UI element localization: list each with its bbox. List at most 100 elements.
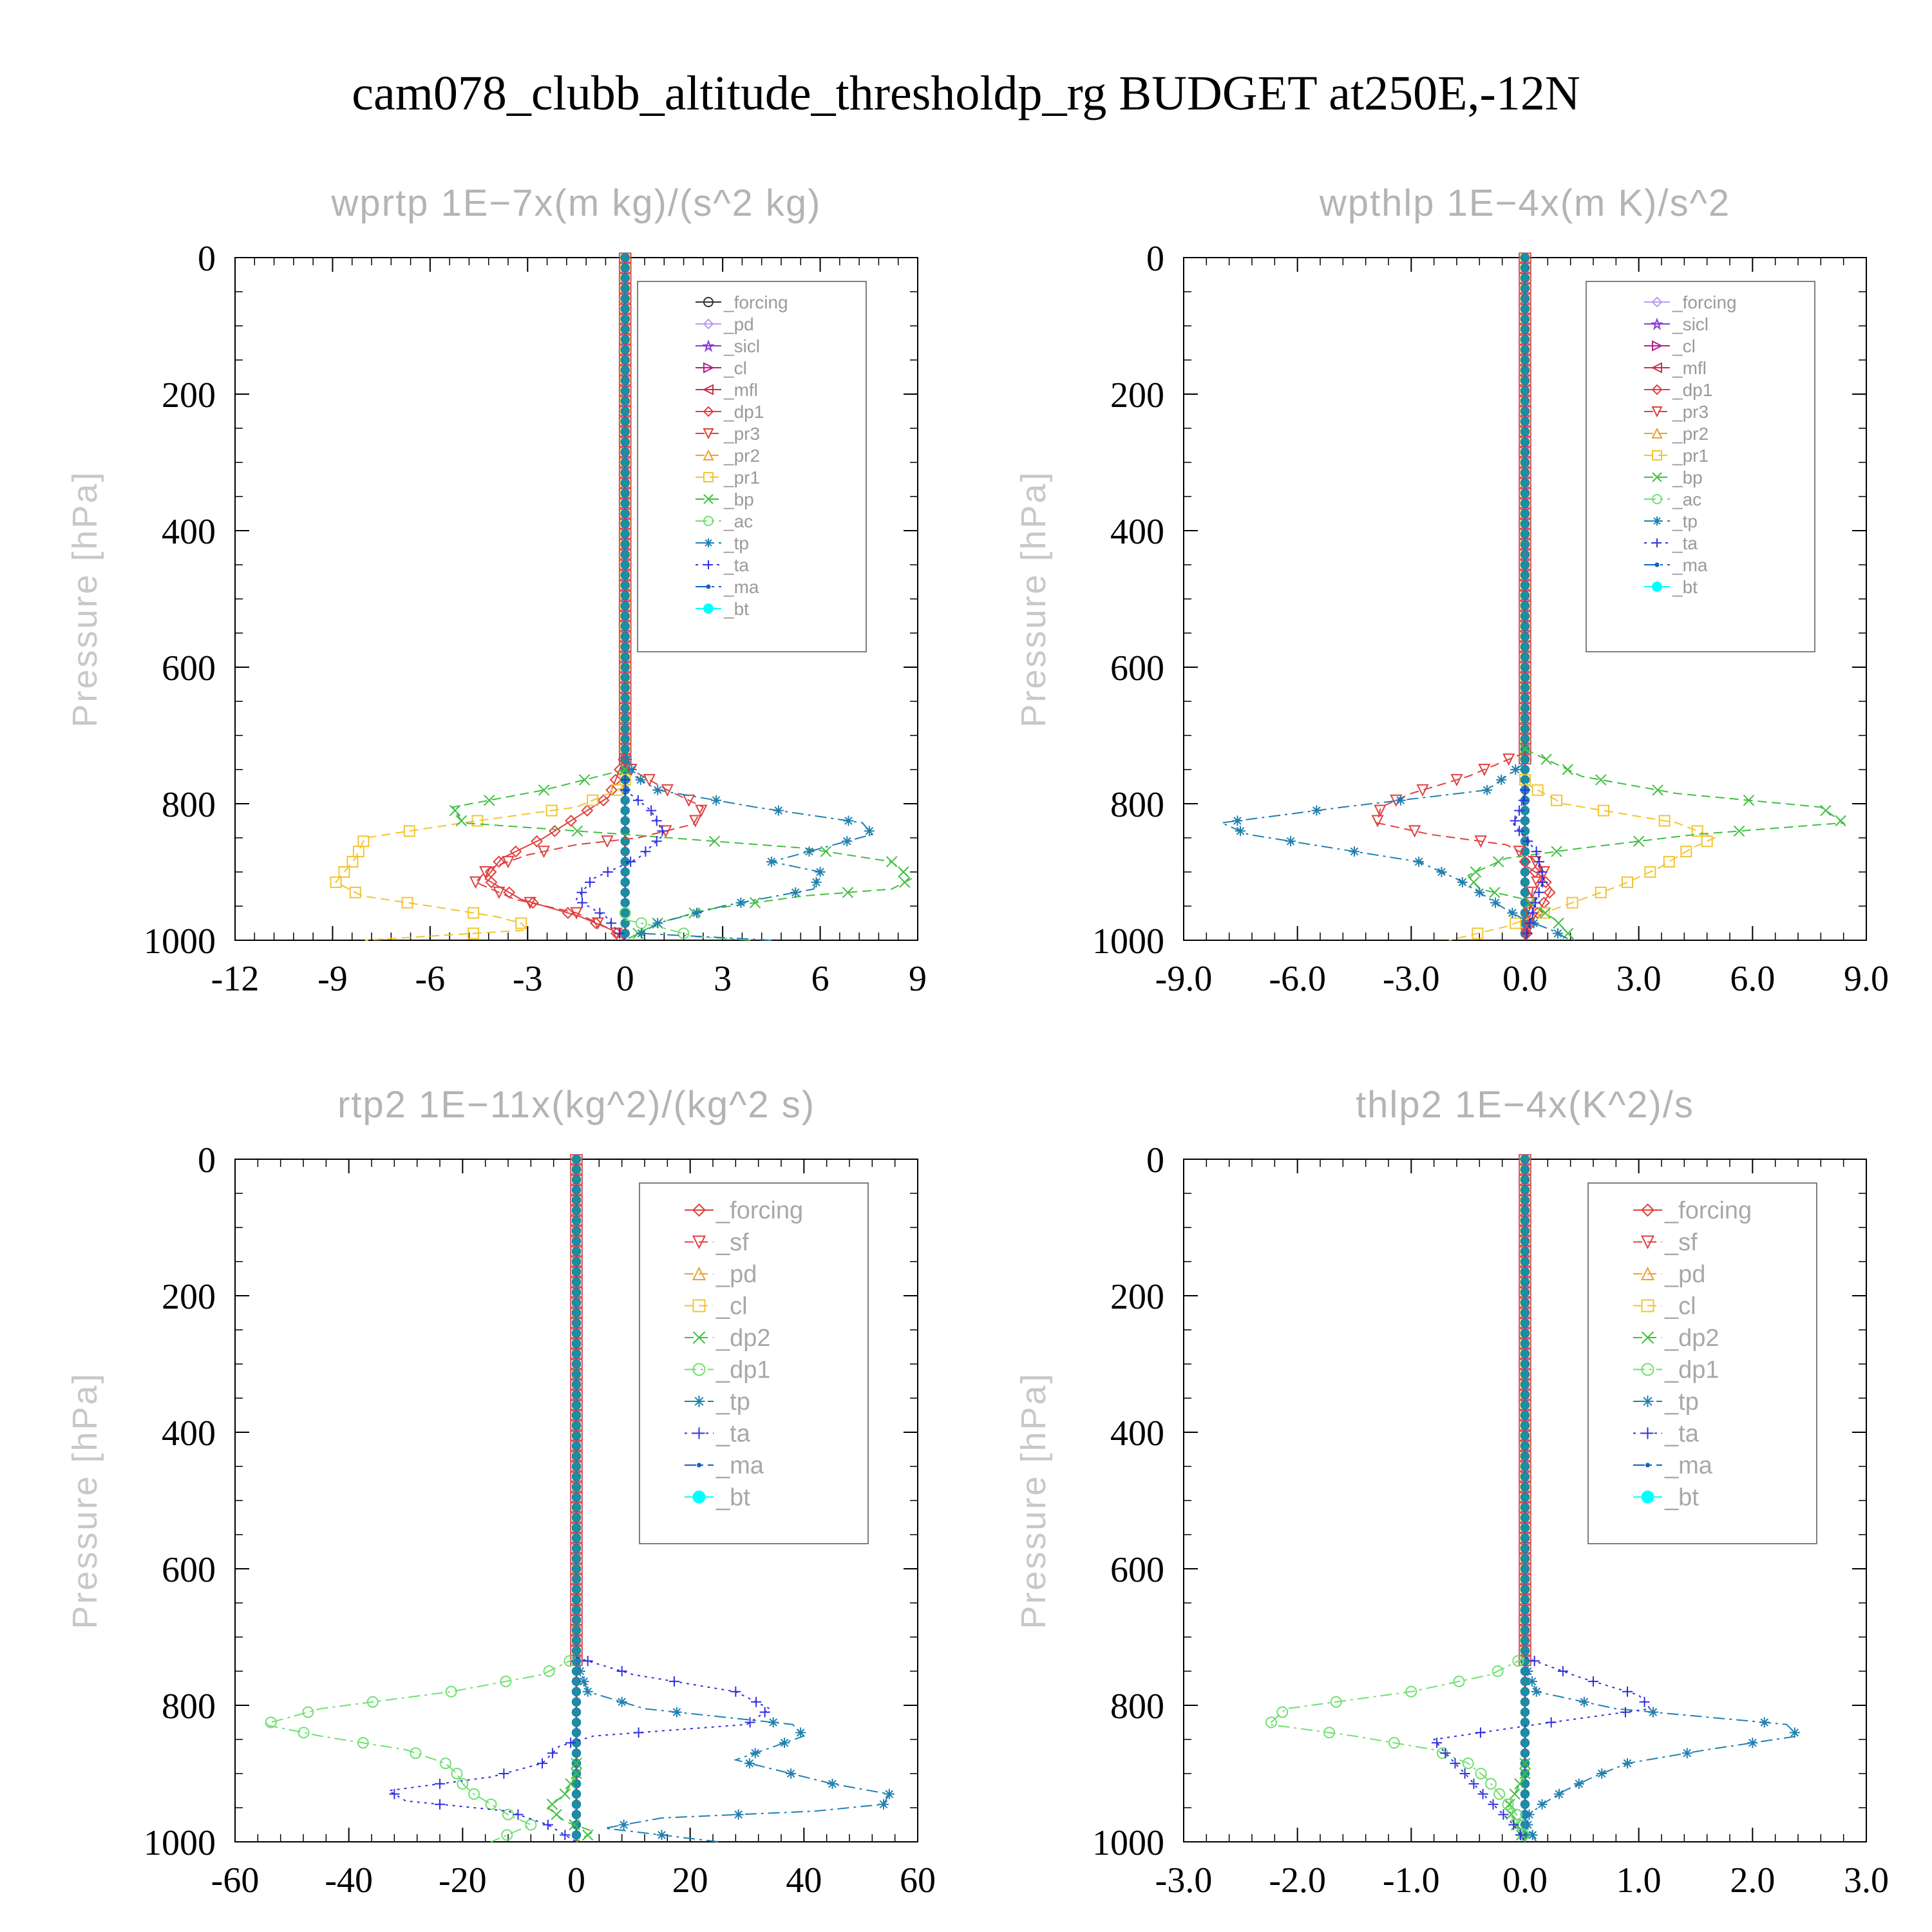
legend-marker xyxy=(1642,1427,1654,1439)
zero-marker xyxy=(1520,570,1530,580)
data-point xyxy=(1232,815,1243,826)
data-point xyxy=(578,774,591,786)
legend: _forcing _sf _pd _cl _dp2 _dp1 _tp _ta _ma _bt xyxy=(639,1182,869,1544)
legend-marker xyxy=(703,318,714,330)
zero-marker xyxy=(571,1277,582,1287)
data-point xyxy=(1493,1788,1506,1800)
data-point xyxy=(1519,855,1531,868)
zero-marker xyxy=(1520,375,1530,386)
x-tick-label: -20 xyxy=(439,1861,487,1900)
legend-box xyxy=(639,1182,869,1544)
zero-marker xyxy=(1520,519,1530,529)
legend-marker xyxy=(1651,406,1663,418)
data-point xyxy=(811,876,822,887)
data-point xyxy=(1388,1737,1400,1749)
zero-marker xyxy=(571,1369,582,1379)
zero-marker xyxy=(1520,693,1530,703)
zero-marker xyxy=(1520,468,1530,478)
data-point xyxy=(1546,1717,1557,1728)
legend-label: _pd xyxy=(715,1261,757,1288)
legend-marker xyxy=(692,1266,706,1280)
data-point xyxy=(537,1758,547,1769)
zero-marker xyxy=(620,570,630,580)
legend-label: _dp2 xyxy=(1664,1325,1719,1352)
legend-marker xyxy=(1652,582,1662,592)
y-tick-label: 200 xyxy=(1110,375,1164,415)
zero-marker xyxy=(620,396,630,406)
y-tick-label: 0 xyxy=(1146,239,1164,279)
data-point xyxy=(1540,753,1552,765)
zero-marker xyxy=(620,417,630,426)
data-point xyxy=(401,896,413,909)
data-point xyxy=(1534,857,1545,867)
zero-marker xyxy=(620,795,630,805)
data-point xyxy=(525,1819,537,1831)
zero-marker xyxy=(1520,283,1530,293)
zero-marker xyxy=(1520,1277,1530,1287)
data-point xyxy=(449,804,461,817)
zero-marker xyxy=(620,427,630,437)
data-point xyxy=(1691,825,1703,837)
zero-marker xyxy=(620,816,630,826)
panel-2: wpthlp 1E−4x(m K)/s^2 Pressure [hPa] 0 200 4… xyxy=(1014,182,1889,999)
data-point xyxy=(790,887,801,898)
zero-marker xyxy=(1520,1636,1530,1645)
zero-marker xyxy=(571,1421,582,1430)
zero-marker xyxy=(1520,1461,1530,1472)
series-group xyxy=(1219,743,1846,941)
data-point xyxy=(1514,826,1525,837)
zero-marker xyxy=(1520,437,1530,447)
zero-marker xyxy=(571,1451,582,1461)
legend-label: _dp1 xyxy=(1672,380,1712,400)
y-tick-label: 0 xyxy=(198,1141,216,1180)
series-line xyxy=(1448,782,1716,941)
data-point xyxy=(1639,1696,1650,1707)
zero-marker xyxy=(1520,1523,1530,1533)
zero-marker xyxy=(1520,345,1530,355)
legend-label: _ma xyxy=(715,1452,764,1479)
legend-marker xyxy=(703,603,714,614)
zero-marker xyxy=(1520,1564,1530,1574)
data-point xyxy=(689,815,702,828)
data-point xyxy=(471,815,484,827)
data-point xyxy=(543,1665,555,1677)
legend-marker xyxy=(703,472,714,482)
data-point xyxy=(652,918,663,929)
zero-marker xyxy=(1520,764,1530,775)
zero-marker xyxy=(571,1349,582,1359)
zero-marker xyxy=(620,263,630,273)
data-point xyxy=(585,876,596,887)
series-group xyxy=(330,753,913,941)
zero-marker xyxy=(1520,703,1530,713)
legend-marker xyxy=(1641,1203,1654,1217)
data-point xyxy=(1512,1655,1524,1667)
panel-3: rtp2 1E−11x(kg^2)/(kg^2 s) Pressure [hPa]… xyxy=(66,1084,936,1900)
data-point xyxy=(1835,815,1846,827)
x-tick-label: 9 xyxy=(909,959,927,999)
legend-label: _sicl xyxy=(723,336,760,356)
legend-marker xyxy=(692,1331,706,1344)
data-point xyxy=(643,773,656,787)
series-tp xyxy=(621,754,875,941)
x-tick-label: -9 xyxy=(317,959,348,999)
y-tick-label: 800 xyxy=(162,785,216,825)
series-line xyxy=(1267,1656,1526,1842)
data-point xyxy=(352,846,365,858)
zero-marker xyxy=(1520,754,1530,764)
zero-marker xyxy=(1520,621,1530,631)
legend-label: _forcing xyxy=(715,1197,803,1224)
data-point xyxy=(1488,1799,1499,1810)
zero-marker xyxy=(1520,1502,1530,1512)
data-point xyxy=(1554,1788,1564,1799)
legend-box xyxy=(637,281,867,652)
data-point xyxy=(779,1738,790,1748)
data-point xyxy=(565,1778,576,1790)
data-point xyxy=(1644,866,1656,878)
data-point xyxy=(513,1809,524,1820)
data-point xyxy=(886,856,898,867)
data-point xyxy=(435,1799,445,1810)
zero-marker xyxy=(1520,1226,1530,1236)
x-tick-label: -6 xyxy=(415,959,446,999)
data-point xyxy=(1514,1778,1526,1790)
series-line xyxy=(1507,1773,1526,1842)
